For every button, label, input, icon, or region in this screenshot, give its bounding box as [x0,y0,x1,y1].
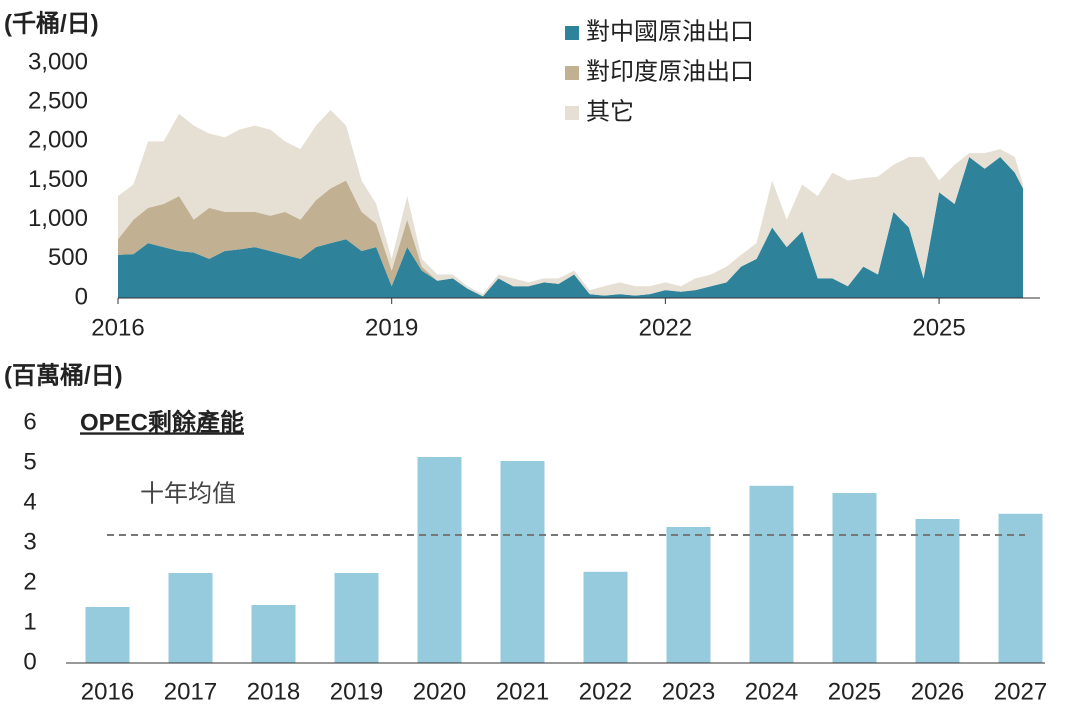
y-tick-label: 500 [48,244,88,271]
y-axis-label: (千桶/日) [4,10,99,37]
x-tick-label: 2025 [828,678,881,705]
y-tick-label: 2 [23,568,36,595]
x-tick-label: 2022 [579,678,632,705]
x-tick-label: 2016 [81,678,134,705]
legend-label: 對中國原油出口 [586,18,754,45]
y-tick-label: 3 [23,528,36,555]
bar [998,513,1043,663]
area [118,157,1023,297]
legend-swatch [565,66,579,80]
subtitle: OPEC剩餘產能 [80,408,244,436]
area [118,157,1023,298]
y-tick-label: 5 [23,448,36,475]
x-tick-label: 2020 [413,678,466,705]
x-tick-label: 2023 [662,678,715,705]
x-tick-label: 2019 [365,314,418,341]
y-tick-label: 2,500 [28,88,88,115]
x-tick-label: 2022 [639,314,692,341]
x-tick-label: 2021 [496,678,549,705]
y-tick-label: 0 [75,283,88,310]
reference-label: 十年均值 [140,480,236,507]
y-axis-label: (百萬桶/日) [4,362,123,389]
legend-label: 對印度原油出口 [586,58,754,85]
legend-swatch [565,26,579,40]
bar [749,485,794,663]
x-tick-label: 2026 [911,678,964,705]
y-tick-label: 6 [23,408,36,435]
bar [915,519,960,663]
bar [832,493,877,663]
area [118,110,1023,297]
y-tick-label: 1,500 [28,166,88,193]
legend-label: 其它 [586,98,634,125]
bar [334,573,379,663]
x-tick-label: 2025 [912,314,965,341]
y-tick-label: 4 [23,488,36,515]
x-tick-label: 2017 [164,678,217,705]
x-tick-label: 2018 [247,678,300,705]
bar [417,457,462,663]
x-tick-label: 2016 [91,314,144,341]
y-tick-label: 2,000 [28,127,88,154]
bar [666,527,711,663]
y-tick-label: 1,000 [28,205,88,232]
x-tick-label: 2024 [745,678,798,705]
bar [85,607,130,663]
x-tick-label: 2019 [330,678,383,705]
bar [500,461,545,663]
bar [168,573,213,663]
bar [251,605,296,663]
y-tick-label: 0 [23,648,36,675]
y-tick-label: 3,000 [28,48,88,75]
x-tick-label: 2027 [994,678,1047,705]
legend-swatch [565,106,579,120]
y-tick-label: 1 [23,608,36,635]
bar [583,571,628,663]
